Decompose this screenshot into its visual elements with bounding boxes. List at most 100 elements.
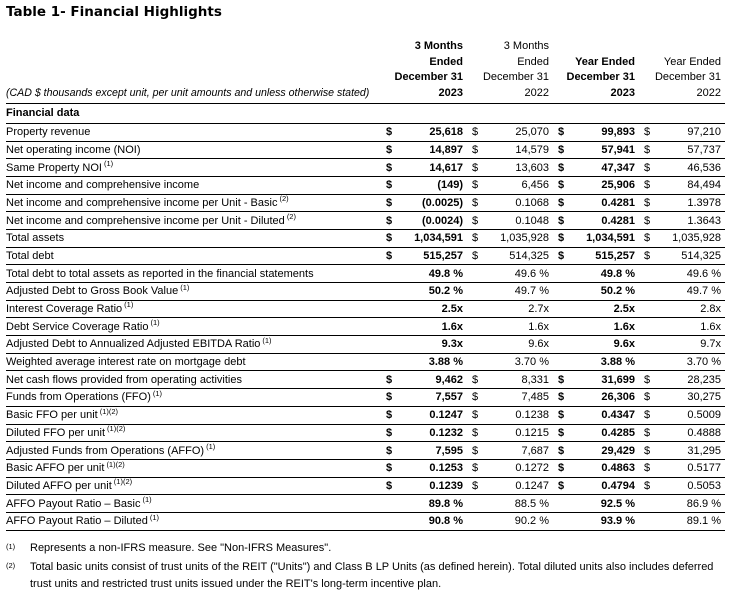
table-row: Diluted AFFO per unit (1)(2) $0.1239 $0.124… (6, 478, 725, 496)
row-label-text: Debt Service Coverage Ratio (6, 320, 149, 333)
cell-value: 14,897 (429, 143, 463, 156)
table-row: Net cash flows provided from operating a… (6, 371, 725, 390)
cell-value: 2.8x (700, 303, 721, 316)
cell-value: 0.1247 (429, 409, 463, 422)
cell-col3: 92.5 % (558, 498, 635, 510)
row-label: AFFO Payout Ratio – Diluted (1) (6, 513, 377, 527)
cell-col3: 9.6x (558, 338, 635, 350)
currency-symbol: $ (386, 196, 393, 209)
cell-col4: 3.70 % (644, 356, 721, 368)
column-header-1: 3 Months Ended December 31 2023 (386, 39, 464, 102)
currency-symbol: $ (472, 214, 479, 227)
table-row: Adjusted Debt to Gross Book Value (1) 50.2… (6, 283, 725, 301)
cell-value: 6,456 (521, 179, 549, 192)
table-row: Net income and comprehensive income per … (6, 212, 725, 230)
cell-col4: $31,295 (644, 445, 721, 457)
cell-value: 26,306 (601, 391, 635, 404)
currency-symbol: $ (644, 426, 651, 439)
cell-col2: $0.1247 (472, 480, 549, 492)
cell-value: 84,494 (687, 179, 721, 192)
cell-value: 1,035,928 (672, 232, 721, 245)
cell-col2: $0.1215 (472, 427, 549, 439)
currency-symbol: $ (386, 373, 393, 386)
column-header-line: 2022 (696, 87, 721, 100)
currency-symbol: $ (472, 161, 479, 174)
row-label: Same Property NOI (1) (6, 160, 377, 174)
cell-col2: $7,687 (472, 445, 549, 457)
cell-col1: $7,595 (386, 445, 463, 457)
cell-col3: 3.88 % (558, 356, 635, 368)
cell-col4: 1.6x (644, 321, 721, 333)
footnote-ref: (1)(2) (106, 459, 125, 469)
cell-col2: $0.1272 (472, 462, 549, 474)
cell-col3: $47,347 (558, 162, 635, 174)
table-row: Funds from Operations (FFO) (1) $7,557 $7,4… (6, 389, 725, 407)
cell-value: 29,429 (601, 444, 635, 457)
row-label: Diluted FFO per unit (1)(2) (6, 425, 377, 439)
currency-symbol: $ (558, 479, 565, 492)
cell-col3: $57,941 (558, 144, 635, 156)
row-label-text: Total debt to total assets as reported i… (6, 267, 314, 280)
currency-symbol: $ (386, 391, 393, 404)
currency-symbol: $ (472, 196, 479, 209)
table-row: Weighted average interest rate on mortga… (6, 354, 725, 372)
column-header-2: 3 Months Ended December 31 2022 (472, 39, 549, 102)
cell-col3: $0.4794 (558, 480, 635, 492)
column-header-4: Year Ended December 31 2022 (644, 55, 721, 102)
row-label-text: Basic FFO per unit (6, 409, 98, 422)
currency-symbol: $ (558, 214, 565, 227)
cell-col4: 49.7 % (644, 285, 721, 297)
cell-value: 93.9 % (600, 515, 635, 528)
cell-col3: $0.4285 (558, 427, 635, 439)
currency-symbol: $ (386, 179, 393, 192)
cell-value: 0.1232 (429, 426, 463, 439)
row-label-text: Same Property NOI (6, 161, 102, 174)
cell-value: 0.4888 (687, 426, 721, 439)
row-label: AFFO Payout Ratio – Basic (1) (6, 496, 377, 510)
financial-highlights-table: (CAD $ thousands except unit, per unit a… (6, 39, 725, 531)
cell-value: 0.4285 (601, 426, 635, 439)
table-row: Property revenue $25,618 $25,070 $99,893 $97… (6, 124, 725, 142)
cell-value: 0.4863 (601, 462, 635, 475)
currency-symbol: $ (558, 126, 565, 139)
cell-col3: 93.9 % (558, 515, 635, 527)
cell-value: 3.88 % (600, 356, 635, 369)
currency-symbol: $ (558, 179, 565, 192)
currency-symbol: $ (558, 249, 565, 262)
column-header-line: Ended (429, 55, 463, 68)
row-label-text: Net operating income (NOI) (6, 143, 141, 156)
table-row: Net income and comprehensive income $ (149… (6, 177, 725, 195)
row-label-text: Adjusted Debt to Annualized Adjusted EBI… (6, 338, 261, 351)
cell-value: 14,617 (429, 161, 463, 174)
currency-symbol: $ (558, 409, 565, 422)
cell-col2: 1.6x (472, 321, 549, 333)
cell-col3: $29,429 (558, 445, 635, 457)
currency-symbol: $ (644, 196, 651, 209)
cell-col3: $515,257 (558, 250, 635, 262)
cell-col3: $0.4281 (558, 197, 635, 209)
currency-symbol: $ (472, 126, 479, 139)
cell-col4: 9.7x (644, 338, 721, 350)
cell-col4: $514,325 (644, 250, 721, 262)
currency-symbol: $ (386, 143, 393, 156)
row-label-text: Interest Coverage Ratio (6, 303, 123, 316)
cell-value: 7,687 (521, 444, 549, 457)
cell-value: 1.6x (441, 320, 463, 333)
cell-col1: $0.1232 (386, 427, 463, 439)
column-header-line: Year Ended (663, 55, 721, 68)
cell-col3: 49.8 % (558, 268, 635, 280)
cell-value: 1.6x (528, 320, 549, 333)
cell-value: 0.1215 (515, 426, 549, 439)
table-row: Adjusted Funds from Operations (AFFO) (1)… (6, 442, 725, 460)
column-header-line: Year Ended (575, 55, 635, 68)
cell-col1: $9,462 (386, 374, 463, 386)
row-label: Debt Service Coverage Ratio (1) (6, 319, 377, 333)
cell-value: 88.5 % (514, 497, 549, 510)
currency-symbol: $ (558, 196, 565, 209)
currency-symbol: $ (386, 479, 393, 492)
page-title: Table 1- Financial Highlights (6, 4, 222, 20)
cell-col4: $28,235 (644, 374, 721, 386)
cell-col1: $0.1247 (386, 409, 463, 421)
cell-value: 2.5x (613, 303, 635, 316)
